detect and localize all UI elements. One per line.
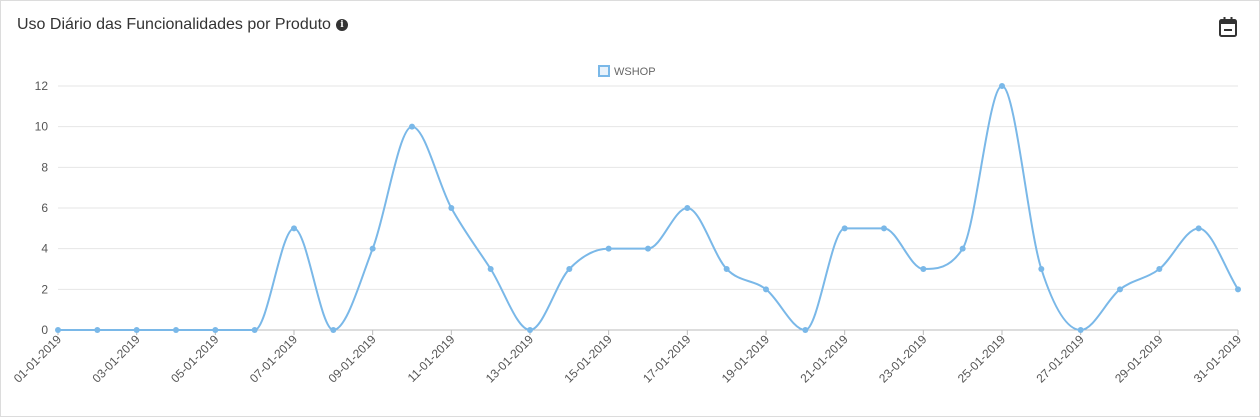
data-point[interactable] xyxy=(212,327,219,333)
data-point[interactable] xyxy=(920,266,927,272)
y-tick-label: 0 xyxy=(41,323,48,337)
x-tick-label: 25-01-2019 xyxy=(955,332,1009,386)
data-point[interactable] xyxy=(763,286,769,293)
data-point[interactable] xyxy=(1077,327,1084,333)
legend-label: WSHOP xyxy=(614,66,656,78)
x-tick-label: 01-01-2019 xyxy=(11,332,65,386)
x-tick-label: 05-01-2019 xyxy=(168,332,222,386)
y-tick-label: 8 xyxy=(41,160,48,174)
data-point[interactable] xyxy=(173,327,179,333)
data-point[interactable] xyxy=(1235,286,1241,293)
y-tick-label: 4 xyxy=(41,242,48,256)
calendar-button[interactable] xyxy=(1218,16,1238,38)
data-point[interactable] xyxy=(841,225,848,232)
y-tick-label: 2 xyxy=(41,282,48,296)
data-point[interactable] xyxy=(684,205,691,211)
data-point[interactable] xyxy=(1156,266,1163,272)
legend-swatch xyxy=(598,65,610,77)
data-point[interactable] xyxy=(802,327,809,333)
data-point[interactable] xyxy=(291,225,297,232)
calendar-icon xyxy=(1219,17,1237,37)
data-point[interactable] xyxy=(723,266,730,272)
x-tick-label: 27-01-2019 xyxy=(1033,332,1087,386)
x-tick-label: 15-01-2019 xyxy=(561,332,615,386)
info-circle-icon[interactable]: i xyxy=(335,19,348,31)
data-point[interactable] xyxy=(487,266,494,272)
data-point[interactable] xyxy=(999,83,1005,89)
x-tick-label: 13-01-2019 xyxy=(483,332,537,386)
data-point[interactable] xyxy=(251,327,258,333)
x-tick-label: 11-01-2019 xyxy=(405,332,458,385)
data-point[interactable] xyxy=(369,245,376,252)
x-tick-label: 17-01-2019 xyxy=(640,332,694,386)
x-tick-label: 31-01-2019 xyxy=(1191,332,1245,386)
data-point[interactable] xyxy=(881,225,887,232)
data-point[interactable] xyxy=(1117,286,1123,293)
data-point[interactable] xyxy=(409,123,415,130)
x-tick-label: 09-01-2019 xyxy=(325,332,379,386)
data-point[interactable] xyxy=(605,245,612,252)
y-tick-label: 12 xyxy=(35,79,49,93)
data-point[interactable] xyxy=(566,266,573,272)
data-point[interactable] xyxy=(448,205,455,211)
x-tick-label: 19-01-2019 xyxy=(719,332,773,386)
y-tick-label: 6 xyxy=(41,201,48,215)
data-point[interactable] xyxy=(527,327,533,333)
x-tick-label: 29-01-2019 xyxy=(1112,332,1166,386)
data-point[interactable] xyxy=(55,327,61,333)
data-point[interactable] xyxy=(330,327,337,333)
data-point[interactable] xyxy=(1195,225,1202,232)
data-point[interactable] xyxy=(959,245,966,252)
x-tick-label: 21-01-2019 xyxy=(797,332,851,386)
data-point[interactable] xyxy=(94,327,101,333)
data-point[interactable] xyxy=(133,327,140,333)
x-tick-label: 07-01-2019 xyxy=(247,332,301,386)
x-tick-label: 23-01-2019 xyxy=(876,332,930,386)
card-header: Uso Diário das Funcionalidades por Produ… xyxy=(17,16,348,34)
chart-title: Uso Diário das Funcionalidades por Produ… xyxy=(17,16,331,33)
y-tick-label: 10 xyxy=(35,120,49,134)
x-tick-label: 03-01-2019 xyxy=(89,332,143,386)
data-point[interactable] xyxy=(645,245,651,252)
data-point[interactable] xyxy=(1038,266,1045,272)
